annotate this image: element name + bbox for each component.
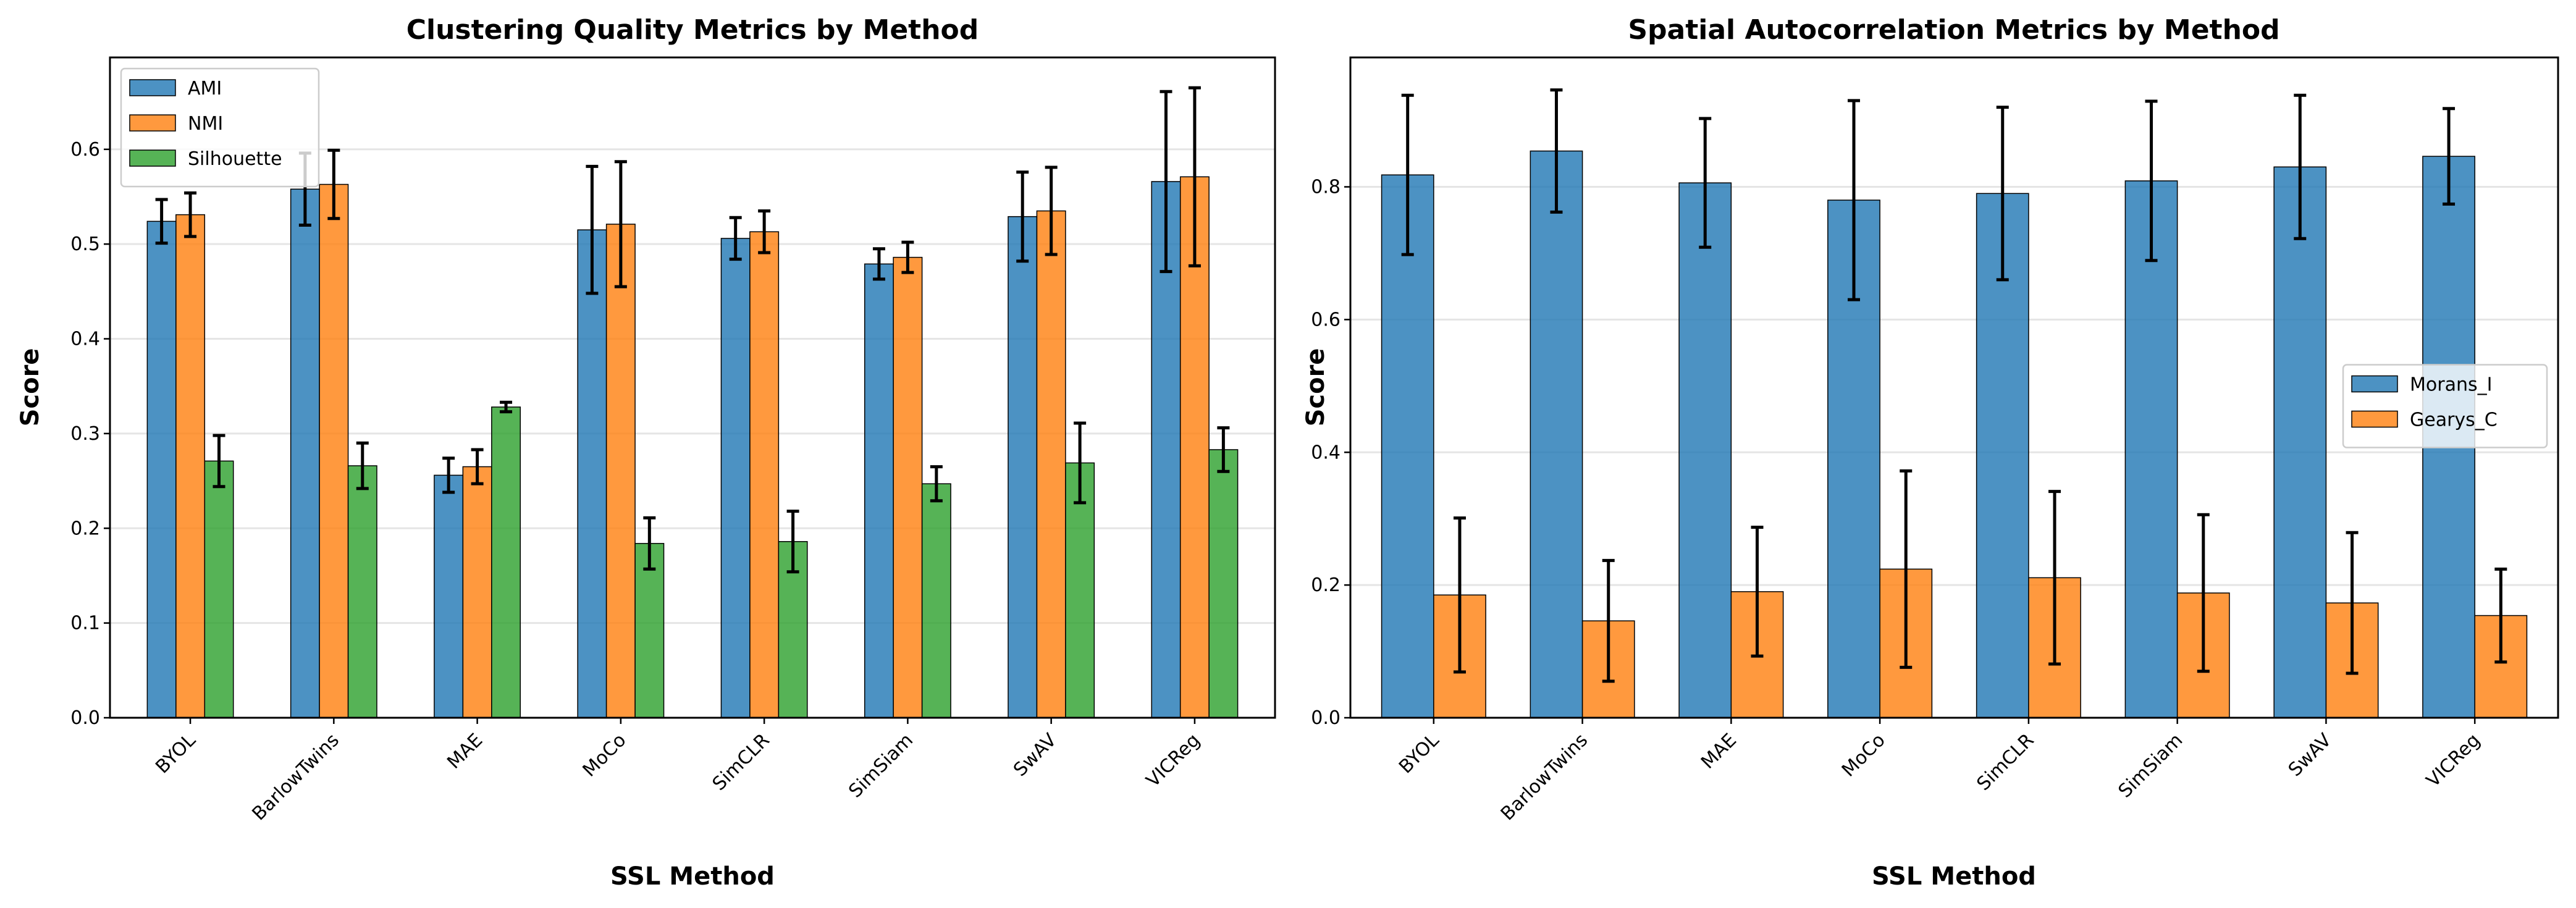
- x-tick-label: SimSiam: [844, 729, 917, 802]
- bar-silhouette: [921, 483, 951, 718]
- y-tick-label: 0.6: [1311, 309, 1341, 330]
- legend: Morans_I Gearys_C: [2342, 364, 2548, 448]
- y-tick-label: 0.2: [70, 518, 100, 539]
- x-tick-label: SimSiam: [2115, 729, 2187, 802]
- x-tick-label: BYOL: [1395, 729, 1444, 778]
- bar-nmi: [749, 231, 780, 718]
- bar-ami: [146, 221, 177, 718]
- x-tick-label: BarlowTwins: [248, 729, 343, 825]
- x-tick-label: VICReg: [1142, 729, 1205, 792]
- bar-ami: [434, 474, 464, 718]
- chart-title: Spatial Autocorrelation Metrics by Metho…: [1628, 14, 2279, 46]
- bar-nmi: [605, 224, 636, 718]
- bar-morans-i: [1678, 182, 1732, 718]
- bar-ami: [864, 263, 894, 718]
- bar-morans-i: [2273, 166, 2327, 718]
- y-tick-label: 0.6: [70, 139, 100, 161]
- bar-morans-i: [2124, 180, 2178, 718]
- legend-label: NMI: [188, 113, 223, 135]
- x-axis-label: SSL Method: [610, 862, 775, 891]
- x-tick-label: MAE: [443, 729, 487, 773]
- bar-nmi: [893, 256, 923, 718]
- bar-ami: [720, 238, 751, 718]
- y-tick-label: 0.3: [70, 423, 100, 445]
- bar-nmi: [1036, 210, 1066, 718]
- legend-swatch: [2351, 410, 2398, 428]
- bar-ami: [1008, 216, 1038, 718]
- y-tick-label: 0.8: [1311, 177, 1341, 198]
- spatial-chart: Spatial Autocorrelation Metrics by Metho…: [1302, 14, 2559, 891]
- x-tick-label: SwAV: [2284, 729, 2336, 781]
- legend-label: Silhouette: [188, 148, 282, 170]
- x-tick-label: BarlowTwins: [1497, 729, 1592, 825]
- legend-label: Gearys_C: [2410, 410, 2498, 431]
- clustering-chart: Clustering Quality Metrics by Method SSL…: [16, 14, 1276, 891]
- bar-silhouette: [204, 460, 234, 718]
- bar-silhouette: [1065, 462, 1095, 718]
- x-tick-label: SimCLR: [1972, 729, 2038, 795]
- x-tick-label: SwAV: [1009, 729, 1061, 781]
- axes-frame: [109, 56, 1276, 719]
- y-tick-label: 0.1: [70, 613, 100, 634]
- bar-morans-i: [1381, 174, 1434, 718]
- bar-morans-i: [1530, 150, 1583, 718]
- chart-title: Clustering Quality Metrics by Method: [406, 14, 979, 46]
- y-axis-label: Score: [16, 348, 44, 427]
- bar-nmi: [175, 214, 206, 718]
- x-tick-label: MoCo: [579, 729, 631, 781]
- x-tick-label: MoCo: [1838, 729, 1890, 781]
- x-axis-label: SSL Method: [1872, 862, 2036, 891]
- bar-nmi: [319, 183, 349, 718]
- y-tick-label: 0.5: [70, 233, 100, 255]
- legend-label: AMI: [188, 78, 222, 99]
- x-tick-label: VICReg: [2422, 729, 2485, 792]
- y-tick-label: 0.2: [1311, 574, 1341, 596]
- bar-ami: [290, 188, 320, 718]
- x-tick-label: MAE: [1697, 729, 1741, 773]
- bar-silhouette: [1208, 449, 1239, 718]
- x-tick-label: BYOL: [151, 729, 200, 778]
- y-axis-label: Score: [1302, 348, 1330, 427]
- axes-frame: [1349, 56, 2559, 719]
- legend: AMI NMI Silhouette: [120, 67, 320, 188]
- y-tick-label: 0.0: [70, 707, 100, 729]
- legend-swatch: [2351, 375, 2398, 393]
- x-tick-label: SimCLR: [709, 729, 774, 795]
- bar-nmi: [462, 466, 492, 718]
- bar-silhouette: [347, 465, 377, 718]
- legend-label: Morans_I: [2410, 374, 2492, 396]
- legend-swatch: [129, 114, 176, 132]
- y-tick-label: 0.4: [1311, 442, 1341, 463]
- legend-swatch: [129, 79, 176, 96]
- legend-swatch: [129, 149, 176, 167]
- y-tick-label: 0.4: [70, 329, 100, 350]
- y-tick-label: 0.0: [1311, 707, 1341, 729]
- bar-silhouette: [491, 406, 521, 718]
- bar-ami: [577, 229, 607, 718]
